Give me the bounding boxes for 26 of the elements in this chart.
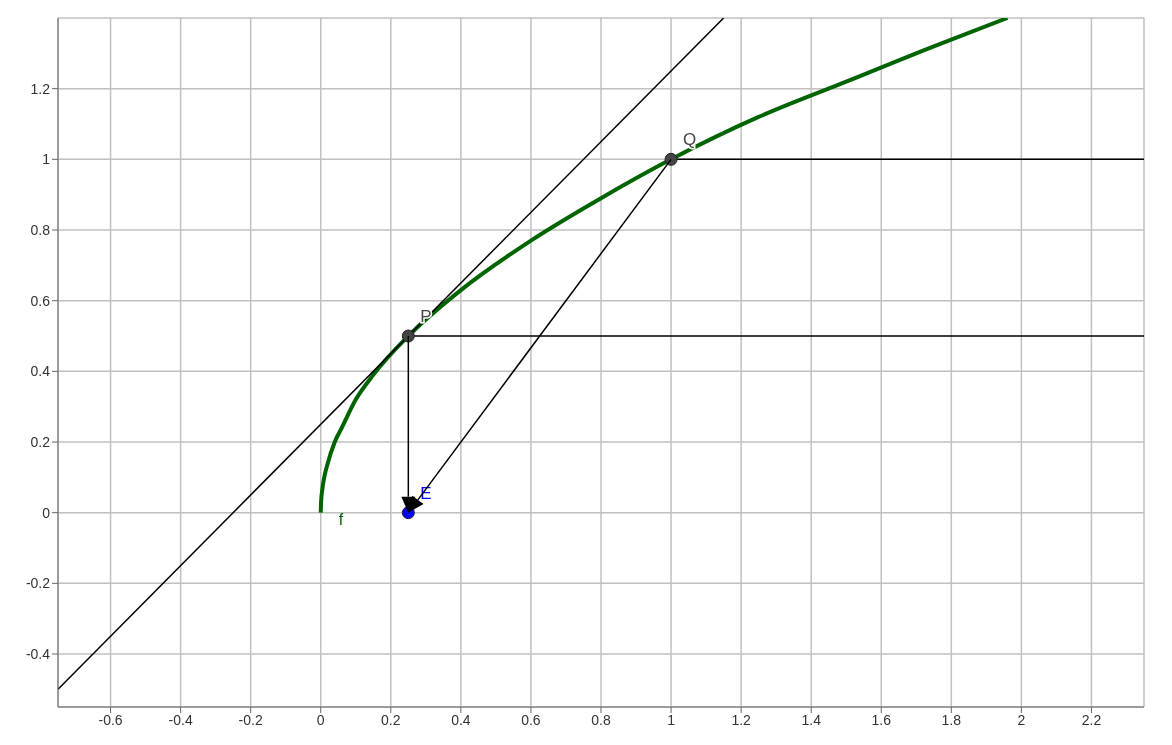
y-tick-label: 0.8 [30,221,51,238]
x-tick-label: -0.6 [98,711,123,728]
y-tick-label: 0.2 [30,433,51,450]
y-tick-label: 0 [42,504,51,521]
y-tick-label: 0.4 [30,363,51,380]
x-tick-label: 1.4 [801,711,822,728]
x-tick-label: 1.2 [731,711,752,728]
x-tick-label: 0.8 [591,711,611,728]
y-tick-label: 1.2 [30,80,51,97]
y-tick-label: 0.6 [30,292,51,309]
x-tick-label: 0 [316,711,325,728]
x-tick-label: 1 [667,711,676,728]
x-tick-label: -0.4 [168,711,193,728]
x-tick-label: -0.2 [238,711,263,728]
x-tick-label: 0.4 [451,711,471,728]
series-label: f [338,510,344,528]
x-tick-label: 1.8 [941,711,962,728]
x-tick-label: 1.6 [871,711,892,728]
x-tick-label: 2 [1017,711,1026,728]
x-tick-label: 2.2 [1081,711,1102,728]
x-tick-label: 0.6 [521,711,541,728]
y-tick-label: -0.4 [25,645,51,662]
x-tick-label: 0.2 [381,711,401,728]
y-tick-label: -0.2 [25,575,51,592]
y-tick-label: 1 [42,151,51,168]
series-label: Q [683,130,697,150]
